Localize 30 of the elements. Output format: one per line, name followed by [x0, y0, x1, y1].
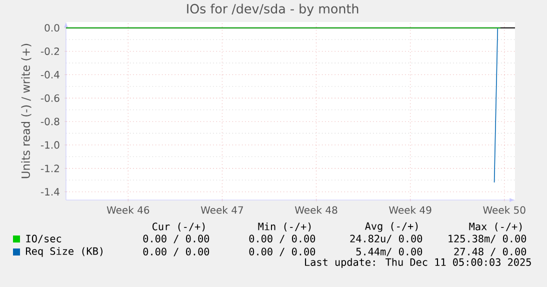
- y-tick-label: -1.0: [40, 141, 60, 149]
- text: Last update: Thu Dec 11 05:00:03 2025: [305, 258, 531, 268]
- text: Cur (-/+): [152, 222, 205, 232]
- legend-label: Req Size (KB): [26, 247, 102, 257]
- chart-title: IOs for /dev/sda - by month: [187, 4, 358, 16]
- y-tick-label: -1.2: [40, 164, 59, 172]
- text: 0.00 / 0.00: [143, 234, 210, 244]
- y-tick-label: -0.4: [40, 70, 60, 78]
- legend-label: IO/sec: [26, 234, 62, 244]
- text: 27.48 / 0.00: [454, 248, 526, 256]
- y-axis-title: Units read (-) / write (+): [21, 44, 32, 178]
- text: 5.44m/ 0.00: [356, 248, 422, 256]
- text: 0.00 / 0.00: [249, 248, 316, 256]
- y-tick-label: -0.6: [40, 94, 60, 102]
- text: 0.00 / 0.00: [249, 234, 316, 244]
- text: Max (-/+): [469, 222, 522, 232]
- x-tick-label: Week 50: [483, 206, 526, 214]
- y-tick-label: -1.4: [40, 188, 60, 196]
- text: Avg (-/+): [365, 222, 418, 232]
- text: Min (-/+): [258, 222, 311, 232]
- x-tick-label: Week 46: [106, 206, 150, 214]
- y-tick-label: -0.2: [40, 47, 59, 56]
- y-tick-label: -0.8: [40, 118, 60, 126]
- x-tick-label: Week 47: [200, 206, 243, 214]
- text: 125.38m/ 0.00: [448, 234, 526, 244]
- text: 24.82u/ 0.00: [350, 234, 422, 244]
- x-tick-label: Week 48: [294, 206, 338, 214]
- x-tick-label: Week 49: [388, 206, 432, 214]
- text: 0.00 / 0.00: [143, 248, 210, 256]
- y-tick-label: 0.0: [44, 24, 60, 32]
